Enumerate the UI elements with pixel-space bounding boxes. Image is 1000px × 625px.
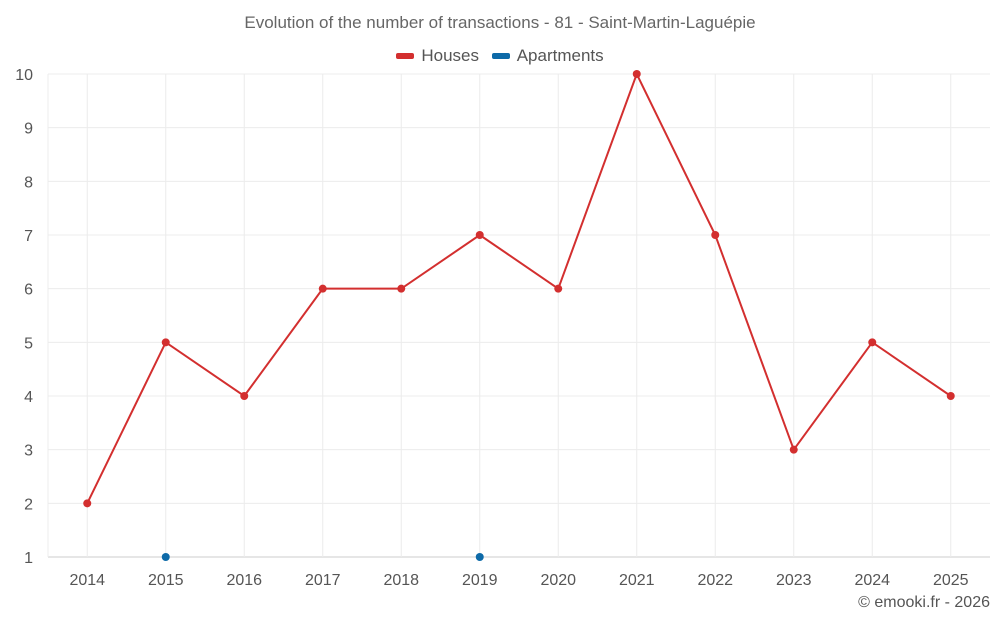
x-tick-label: 2021 [619,572,655,589]
legend-swatch-apartments [491,53,510,59]
y-tick-label: 8 [24,174,33,191]
x-tick-label: 2015 [148,572,184,589]
y-tick-label: 7 [24,228,33,245]
data-point-houses [475,231,484,239]
x-tick-label: 2019 [462,572,498,589]
data-point-houses [554,284,563,293]
x-tick-label: 2025 [933,572,969,589]
legend-item-houses[interactable]: Houses [396,46,479,66]
x-tick-label: 2014 [69,572,105,589]
data-point-houses [397,284,406,293]
legend-label-houses: Houses [421,46,479,65]
data-point-apartments [161,553,170,561]
y-tick-label: 2 [24,496,33,513]
data-point-houses [946,392,955,400]
credit-text: © emooki.fr - 2026 [858,594,990,611]
data-point-houses [711,231,720,239]
y-tick-label: 9 [24,121,33,138]
x-tick-label: 2024 [854,572,890,589]
data-point-houses [240,392,249,400]
x-tick-label: 2020 [540,572,576,589]
y-tick-label: 3 [24,443,33,460]
data-point-houses [83,499,92,508]
x-tick-label: 2017 [305,572,341,589]
data-point-houses [318,284,327,293]
y-tick-label: 5 [24,335,33,352]
data-point-apartments [475,553,484,561]
y-tick-label: 1 [24,550,33,567]
data-point-houses [789,445,798,454]
series-line-houses [86,71,952,504]
x-tick-label: 2016 [226,572,262,589]
data-point-houses [868,338,877,347]
chart-title: Evolution of the number of transactions … [244,13,756,32]
legend-swatch-houses [396,53,415,59]
legend-item-apartments[interactable]: Apartments [491,46,604,66]
data-point-houses [632,70,641,78]
x-tick-label: 2023 [776,572,812,589]
legend-label-apartments: Apartments [516,46,604,65]
y-tick-label: 10 [15,67,33,84]
x-tick-label: 2018 [383,572,419,589]
x-tick-label: 2022 [697,572,733,589]
legend: Houses Apartments [0,44,1000,66]
y-tick-label: 4 [24,389,33,406]
data-point-houses [161,338,170,347]
y-tick-label: 6 [24,282,33,299]
